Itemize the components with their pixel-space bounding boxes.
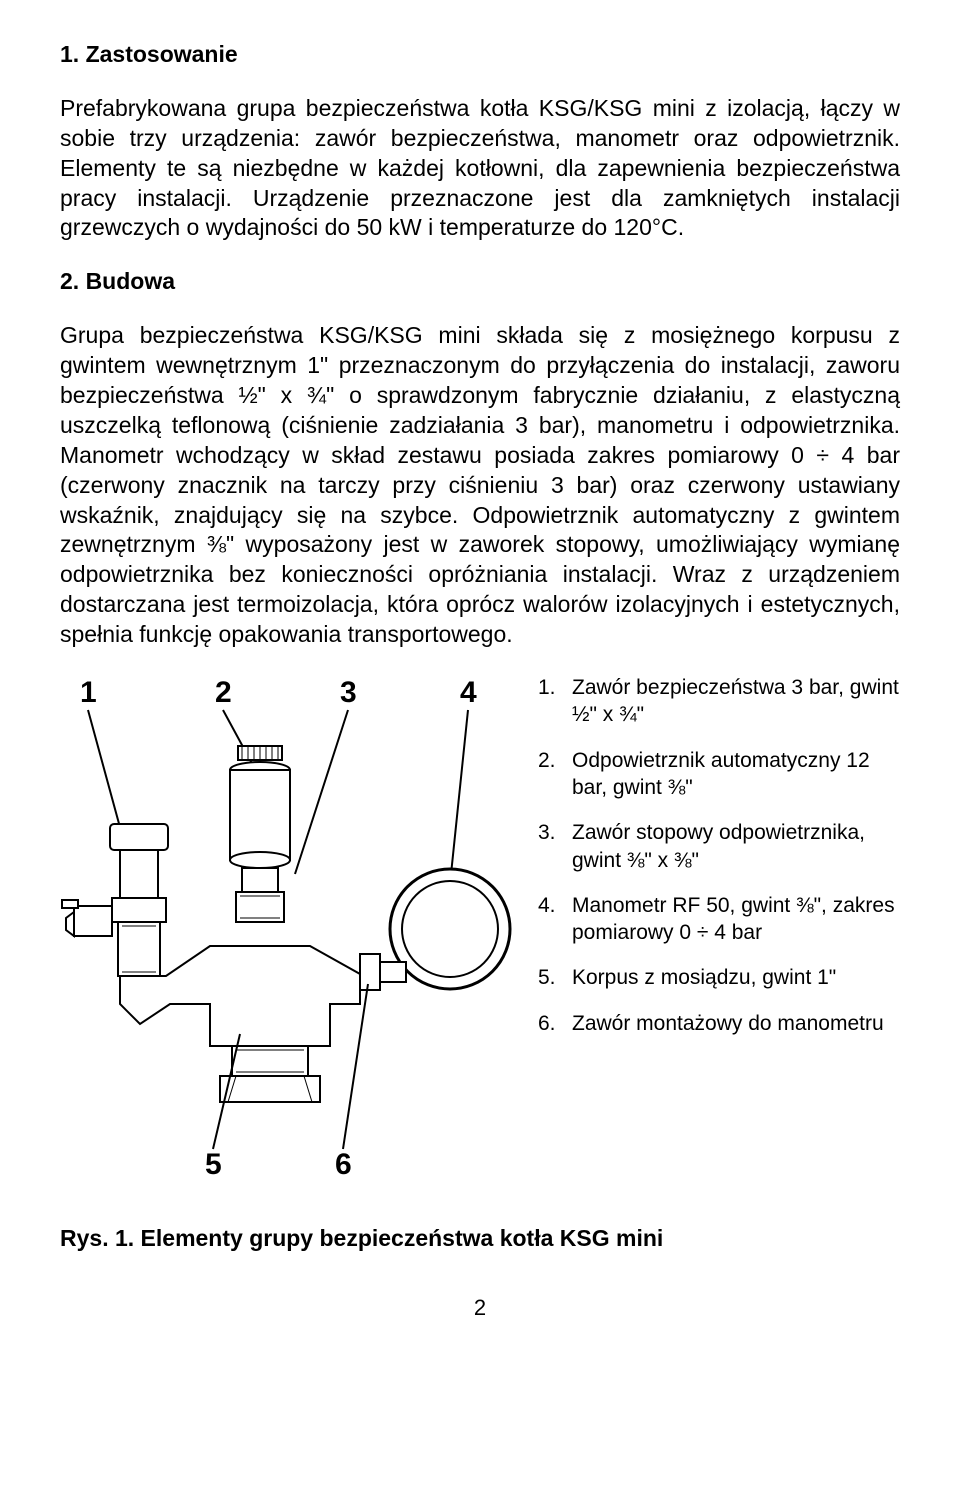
- legend-num: 3.: [538, 819, 558, 874]
- figure-1-caption: Rys. 1. Elementy grupy bezpieczeństwa ko…: [60, 1224, 900, 1254]
- section-2-body: Grupa bezpieczeństwa KSG/KSG mini składa…: [60, 321, 900, 650]
- legend-item-1: 1. Zawór bezpieczeństwa 3 bar, gwint ½" …: [538, 674, 900, 729]
- callout-6: 6: [335, 1148, 352, 1181]
- legend-text: Manometr RF 50, gwint ⅜", zakres pomiaro…: [572, 892, 900, 947]
- legend-text: Odpowietrznik automatyczny 12 bar, gwint…: [572, 747, 900, 802]
- legend-text: Zawór stopowy odpowietrznika, gwint ⅜" x…: [572, 819, 900, 874]
- figure-1-diagram: 1 2 3 4: [60, 674, 520, 1194]
- legend-num: 2.: [538, 747, 558, 802]
- part-safety-valve: [62, 824, 168, 976]
- part-manometer: [360, 869, 510, 990]
- callout-4: 4: [460, 676, 477, 709]
- page-number: 2: [60, 1294, 900, 1323]
- legend-num: 4.: [538, 892, 558, 947]
- legend-num: 6.: [538, 1010, 558, 1037]
- legend-num: 5.: [538, 964, 558, 991]
- callout-3: 3: [340, 676, 357, 709]
- callout-5: 5: [205, 1148, 222, 1181]
- legend-item-2: 2. Odpowietrznik automatyczny 12 bar, gw…: [538, 747, 900, 802]
- section-2-heading: 2. Budowa: [60, 267, 900, 297]
- part-stop-valve: [236, 868, 284, 922]
- callout-2: 2: [215, 676, 232, 709]
- legend-item-4: 4. Manometr RF 50, gwint ⅜", zakres pomi…: [538, 892, 900, 947]
- part-air-vent: [230, 746, 290, 868]
- legend-num: 1.: [538, 674, 558, 729]
- legend-text: Korpus z mosiądzu, gwint 1": [572, 964, 836, 991]
- callout-1: 1: [80, 676, 97, 709]
- legend-item-3: 3. Zawór stopowy odpowietrznika, gwint ⅜…: [538, 819, 900, 874]
- legend-text: Zawór bezpieczeństwa 3 bar, gwint ½" x ¾…: [572, 674, 900, 729]
- section-1-body: Prefabrykowana grupa bezpieczeństwa kotł…: [60, 94, 900, 243]
- legend-text: Zawór montażowy do manometru: [572, 1010, 884, 1037]
- legend-item-6: 6. Zawór montażowy do manometru: [538, 1010, 900, 1037]
- section-1-heading: 1. Zastosowanie: [60, 40, 900, 70]
- figure-1-legend: 1. Zawór bezpieczeństwa 3 bar, gwint ½" …: [538, 674, 900, 1194]
- figure-1-row: 1 2 3 4: [60, 674, 900, 1194]
- legend-item-5: 5. Korpus z mosiądzu, gwint 1": [538, 964, 900, 991]
